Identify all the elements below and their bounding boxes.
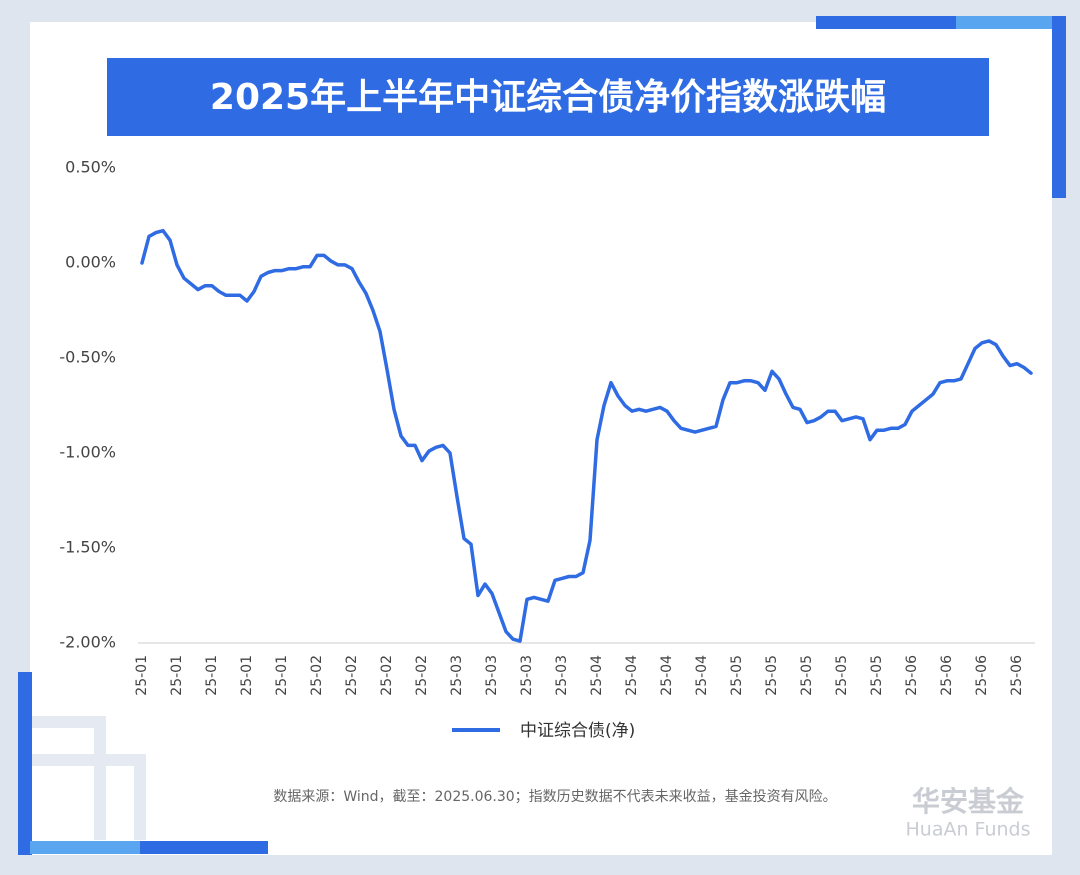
footnote: 数据来源：Wind，截至：2025.06.30；指数历史数据不代表未来收益，基金… <box>273 788 836 805</box>
x-tick-label: 25-02 <box>379 655 395 696</box>
title-banner <box>107 58 989 136</box>
x-tick-label: 25-04 <box>659 655 675 696</box>
x-tick-label: 25-05 <box>729 655 745 696</box>
deco <box>956 16 1066 29</box>
y-tick-label: -1.00% <box>59 443 116 462</box>
series-line <box>140 228 1033 643</box>
x-tick-label: 25-01 <box>134 655 150 696</box>
x-tick-label: 25-01 <box>169 655 185 696</box>
x-tick-label: 25-02 <box>309 655 325 696</box>
x-tick-label: 25-05 <box>764 655 780 696</box>
chart-title: 2025年上半年中证综合债净价指数涨跌幅 <box>210 77 886 118</box>
x-tick-label: 25-01 <box>274 655 290 696</box>
y-tick-label: 0.50% <box>65 158 116 177</box>
deco <box>32 716 146 840</box>
x-tick-label: 25-04 <box>624 655 640 696</box>
y-tick-label: 0.00% <box>65 253 116 272</box>
x-tick-label: 25-04 <box>694 655 710 696</box>
deco <box>30 841 140 854</box>
x-tick-label: 25-03 <box>554 655 570 696</box>
x-tick-label: 25-01 <box>239 655 255 696</box>
x-tick-label: 25-05 <box>799 655 815 696</box>
legend-label: 中证综合债(净) <box>520 721 635 741</box>
y-tick-label: -2.00% <box>59 633 116 652</box>
deco <box>816 16 956 29</box>
x-tick-label: 25-03 <box>449 655 465 696</box>
logo: 华安基金 <box>912 785 1025 818</box>
y-tick-label: -0.50% <box>59 348 116 367</box>
x-tick-label: 25-06 <box>939 655 955 696</box>
x-tick-label: 25-04 <box>589 655 605 696</box>
x-tick-label: 25-05 <box>869 655 885 696</box>
card <box>30 22 1052 855</box>
x-tick-label: 25-03 <box>519 655 535 696</box>
x-tick-label: 25-02 <box>414 655 430 696</box>
deco <box>18 672 32 855</box>
x-tick-label: 25-03 <box>484 655 500 696</box>
y-tick-label: -1.50% <box>59 538 116 557</box>
deco <box>1052 16 1066 198</box>
x-tick-label: 25-02 <box>344 655 360 696</box>
x-tick-label: 25-06 <box>904 655 920 696</box>
x-tick-label: 25-05 <box>834 655 850 696</box>
x-tick-label: 25-06 <box>1009 655 1025 696</box>
x-tick-label: 25-06 <box>974 655 990 696</box>
logo-en: HuaAn Funds <box>906 819 1031 841</box>
x-tick-label: 25-01 <box>204 655 220 696</box>
